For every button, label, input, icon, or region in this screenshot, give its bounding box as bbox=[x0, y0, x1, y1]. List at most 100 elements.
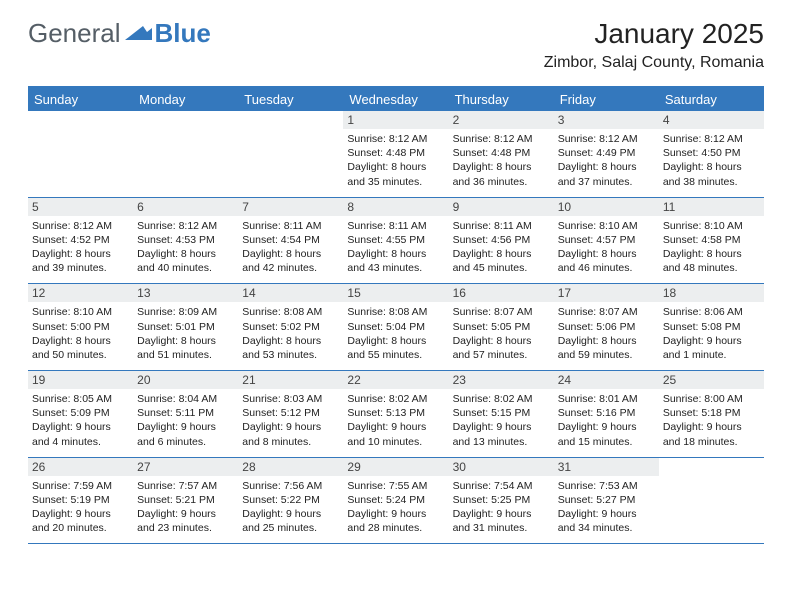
day-number: 15 bbox=[343, 284, 448, 302]
day-info: Sunrise: 7:59 AMSunset: 5:19 PMDaylight:… bbox=[32, 479, 129, 536]
day-cell: 11Sunrise: 8:10 AMSunset: 4:58 PMDayligh… bbox=[659, 198, 764, 284]
day-header: Wednesday bbox=[343, 88, 448, 111]
day-cell: 29 Sunrise: 7:55 AMSunset: 5:24 PMDayligh… bbox=[343, 458, 448, 544]
day-info: Sunrise: 8:04 AMSunset: 5:11 PMDaylight:… bbox=[137, 392, 234, 449]
day-number: 23 bbox=[449, 371, 554, 389]
day-header: Sunday bbox=[28, 88, 133, 111]
day-number: 10 bbox=[554, 198, 659, 216]
day-cell: 31 Sunrise: 7:53 AMSunset: 5:27 PMDayligh… bbox=[554, 458, 659, 544]
day-header: Saturday bbox=[659, 88, 764, 111]
day-header: Tuesday bbox=[238, 88, 343, 111]
day-info: Sunrise: 8:09 AMSunset: 5:01 PMDaylight:… bbox=[137, 305, 234, 362]
day-cell: 7 Sunrise: 8:11 AMSunset: 4:54 PMDaylight… bbox=[238, 198, 343, 284]
day-number: 30 bbox=[449, 458, 554, 476]
day-header: Friday bbox=[554, 88, 659, 111]
day-number: 21 bbox=[238, 371, 343, 389]
logo-swoosh-icon bbox=[125, 24, 153, 42]
week-row: 1Sunrise: 8:12 AMSunset: 4:48 PMDaylight… bbox=[28, 111, 764, 198]
day-cell: 16Sunrise: 8:07 AMSunset: 5:05 PMDayligh… bbox=[449, 284, 554, 370]
location-text: Zimbor, Salaj County, Romania bbox=[544, 54, 764, 72]
month-title: January 2025 bbox=[544, 18, 764, 50]
day-number: 8 bbox=[343, 198, 448, 216]
day-info: Sunrise: 8:07 AMSunset: 5:06 PMDaylight:… bbox=[558, 305, 655, 362]
day-cell: 6 Sunrise: 8:12 AMSunset: 4:53 PMDaylight… bbox=[133, 198, 238, 284]
day-cell bbox=[133, 111, 238, 197]
week-row: 26Sunrise: 7:59 AMSunset: 5:19 PMDayligh… bbox=[28, 458, 764, 545]
day-cell: 4 Sunrise: 8:12 AMSunset: 4:50 PMDaylight… bbox=[659, 111, 764, 197]
day-info: Sunrise: 8:08 AMSunset: 5:02 PMDaylight:… bbox=[242, 305, 339, 362]
day-number: 31 bbox=[554, 458, 659, 476]
day-number: 28 bbox=[238, 458, 343, 476]
day-number: 9 bbox=[449, 198, 554, 216]
day-cell: 19 Sunrise: 8:05 AMSunset: 5:09 PMDayligh… bbox=[28, 371, 133, 457]
day-cell: 13Sunrise: 8:09 AMSunset: 5:01 PMDayligh… bbox=[133, 284, 238, 370]
day-cell: 5Sunrise: 8:12 AMSunset: 4:52 PMDaylight… bbox=[28, 198, 133, 284]
day-header: Monday bbox=[133, 88, 238, 111]
day-cell: 3 Sunrise: 8:12 AMSunset: 4:49 PMDaylight… bbox=[554, 111, 659, 197]
day-info: Sunrise: 7:57 AMSunset: 5:21 PMDaylight:… bbox=[137, 479, 234, 536]
title-block: January 2025 Zimbor, Salaj County, Roman… bbox=[544, 18, 764, 72]
day-info: Sunrise: 8:06 AMSunset: 5:08 PMDaylight:… bbox=[663, 305, 760, 362]
day-cell: 27 Sunrise: 7:57 AMSunset: 5:21 PMDayligh… bbox=[133, 458, 238, 544]
day-number: 20 bbox=[133, 371, 238, 389]
day-info: Sunrise: 7:56 AMSunset: 5:22 PMDaylight:… bbox=[242, 479, 339, 536]
day-info: Sunrise: 8:10 AMSunset: 4:58 PMDaylight:… bbox=[663, 219, 760, 276]
day-number: 3 bbox=[554, 111, 659, 129]
logo: General Blue bbox=[28, 18, 211, 49]
day-info: Sunrise: 8:12 AMSunset: 4:49 PMDaylight:… bbox=[558, 132, 655, 189]
header: General Blue January 2025 Zimbor, Salaj … bbox=[0, 0, 792, 80]
day-number: 27 bbox=[133, 458, 238, 476]
day-cell: 23 Sunrise: 8:02 AMSunset: 5:15 PMDayligh… bbox=[449, 371, 554, 457]
day-info: Sunrise: 8:11 AMSunset: 4:54 PMDaylight:… bbox=[242, 219, 339, 276]
day-number: 1 bbox=[343, 111, 448, 129]
day-cell bbox=[659, 458, 764, 544]
day-info: Sunrise: 8:11 AMSunset: 4:56 PMDaylight:… bbox=[453, 219, 550, 276]
day-number: 7 bbox=[238, 198, 343, 216]
day-number: 6 bbox=[133, 198, 238, 216]
calendar: SundayMondayTuesdayWednesdayThursdayFrid… bbox=[28, 86, 764, 544]
day-info: Sunrise: 7:53 AMSunset: 5:27 PMDaylight:… bbox=[558, 479, 655, 536]
day-cell: 24Sunrise: 8:01 AMSunset: 5:16 PMDayligh… bbox=[554, 371, 659, 457]
day-info: Sunrise: 8:02 AMSunset: 5:15 PMDaylight:… bbox=[453, 392, 550, 449]
day-cell: 1Sunrise: 8:12 AMSunset: 4:48 PMDaylight… bbox=[343, 111, 448, 197]
day-cell: 8 Sunrise: 8:11 AMSunset: 4:55 PMDaylight… bbox=[343, 198, 448, 284]
day-cell: 12 Sunrise: 8:10 AMSunset: 5:00 PMDayligh… bbox=[28, 284, 133, 370]
day-number: 4 bbox=[659, 111, 764, 129]
day-info: Sunrise: 8:12 AMSunset: 4:50 PMDaylight:… bbox=[663, 132, 760, 189]
day-info: Sunrise: 7:55 AMSunset: 5:24 PMDaylight:… bbox=[347, 479, 444, 536]
day-info: Sunrise: 8:08 AMSunset: 5:04 PMDaylight:… bbox=[347, 305, 444, 362]
day-cell: 9 Sunrise: 8:11 AMSunset: 4:56 PMDaylight… bbox=[449, 198, 554, 284]
day-header: Thursday bbox=[449, 88, 554, 111]
day-info: Sunrise: 8:12 AMSunset: 4:53 PMDaylight:… bbox=[137, 219, 234, 276]
day-cell: 17 Sunrise: 8:07 AMSunset: 5:06 PMDayligh… bbox=[554, 284, 659, 370]
day-info: Sunrise: 8:03 AMSunset: 5:12 PMDaylight:… bbox=[242, 392, 339, 449]
day-cell: 2Sunrise: 8:12 AMSunset: 4:48 PMDaylight… bbox=[449, 111, 554, 197]
day-cell: 18 Sunrise: 8:06 AMSunset: 5:08 PMDayligh… bbox=[659, 284, 764, 370]
day-info: Sunrise: 8:10 AMSunset: 4:57 PMDaylight:… bbox=[558, 219, 655, 276]
logo-text-general: General bbox=[28, 18, 121, 49]
day-info: Sunrise: 8:11 AMSunset: 4:55 PMDaylight:… bbox=[347, 219, 444, 276]
day-info: Sunrise: 8:05 AMSunset: 5:09 PMDaylight:… bbox=[32, 392, 129, 449]
day-cell: 10 Sunrise: 8:10 AMSunset: 4:57 PMDayligh… bbox=[554, 198, 659, 284]
day-number: 29 bbox=[343, 458, 448, 476]
weeks-container: 1Sunrise: 8:12 AMSunset: 4:48 PMDaylight… bbox=[28, 111, 764, 544]
day-info: Sunrise: 8:10 AMSunset: 5:00 PMDaylight:… bbox=[32, 305, 129, 362]
day-number: 12 bbox=[28, 284, 133, 302]
logo-text-blue: Blue bbox=[155, 18, 211, 49]
day-number: 14 bbox=[238, 284, 343, 302]
day-info: Sunrise: 8:00 AMSunset: 5:18 PMDaylight:… bbox=[663, 392, 760, 449]
week-row: 5Sunrise: 8:12 AMSunset: 4:52 PMDaylight… bbox=[28, 198, 764, 285]
day-cell: 15 Sunrise: 8:08 AMSunset: 5:04 PMDayligh… bbox=[343, 284, 448, 370]
day-number: 17 bbox=[554, 284, 659, 302]
day-cell: 14 Sunrise: 8:08 AMSunset: 5:02 PMDayligh… bbox=[238, 284, 343, 370]
day-number: 24 bbox=[554, 371, 659, 389]
week-row: 12 Sunrise: 8:10 AMSunset: 5:00 PMDayligh… bbox=[28, 284, 764, 371]
day-info: Sunrise: 8:02 AMSunset: 5:13 PMDaylight:… bbox=[347, 392, 444, 449]
day-info: Sunrise: 7:54 AMSunset: 5:25 PMDaylight:… bbox=[453, 479, 550, 536]
day-number: 19 bbox=[28, 371, 133, 389]
day-number: 16 bbox=[449, 284, 554, 302]
day-number: 18 bbox=[659, 284, 764, 302]
week-row: 19 Sunrise: 8:05 AMSunset: 5:09 PMDayligh… bbox=[28, 371, 764, 458]
day-cell: 28 Sunrise: 7:56 AMSunset: 5:22 PMDayligh… bbox=[238, 458, 343, 544]
day-number: 5 bbox=[28, 198, 133, 216]
